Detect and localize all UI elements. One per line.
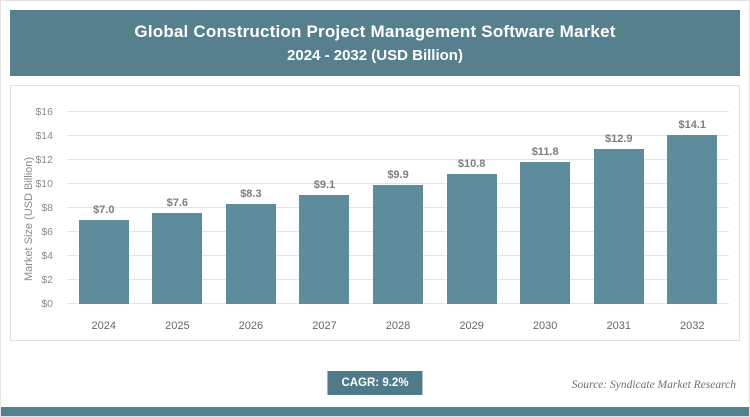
y-tick-label: $4 bbox=[41, 250, 53, 262]
bar-value-label: $9.1 bbox=[313, 178, 336, 191]
bar-column: $7.6 bbox=[141, 112, 215, 304]
bar bbox=[225, 204, 276, 304]
y-tick-label: $10 bbox=[35, 178, 53, 190]
bar-column: $7.0 bbox=[67, 112, 141, 304]
gridline bbox=[67, 111, 729, 112]
gridline bbox=[67, 183, 729, 184]
x-tick-labels: 2024 2025 2026 2027 2028 2029 2030 2031 2032 bbox=[67, 320, 729, 332]
bar-value-label: $7.6 bbox=[166, 196, 189, 209]
chart-area: Market Size (USD Billion) $0 $2 $4 $6 $8 $10 $… bbox=[10, 85, 740, 341]
chart-title-line1: Global Construction Project Management S… bbox=[134, 22, 616, 41]
bar-value-label: $12.9 bbox=[604, 133, 633, 146]
bar-column: $12.9 bbox=[582, 112, 656, 304]
bar bbox=[446, 174, 497, 304]
y-tick-label: $14 bbox=[35, 130, 53, 142]
bar bbox=[373, 185, 424, 304]
x-tick-label: 2029 bbox=[459, 320, 484, 332]
bar bbox=[593, 149, 644, 304]
bar-value-label: $10.8 bbox=[457, 158, 486, 171]
bottom-accent-strip bbox=[1, 407, 749, 416]
bar bbox=[299, 194, 350, 304]
bar-value-label: $11.8 bbox=[531, 146, 559, 159]
x-tick-label: 2027 bbox=[312, 320, 337, 332]
source-credit: Source: Syndicate Market Research bbox=[571, 379, 736, 391]
bar-column: $9.1 bbox=[288, 112, 362, 304]
bar-value-label: $14.1 bbox=[678, 118, 707, 131]
cagr-badge: CAGR: 9.2% bbox=[327, 371, 423, 395]
bar bbox=[667, 134, 718, 304]
title-banner: Global Construction Project Management S… bbox=[10, 10, 740, 76]
bar-column: $8.3 bbox=[214, 112, 288, 304]
bars: $7.0 $7.6 $8.3 $9.1 $9.9 $10.8 $11.8 $12.9 $14.1 bbox=[67, 112, 729, 304]
bar bbox=[152, 212, 203, 304]
bar-column: $10.8 bbox=[435, 112, 509, 304]
plot-area: $7.0 $7.6 $8.3 $9.1 $9.9 $10.8 $11.8 $12.9 $14.1 bbox=[67, 111, 729, 304]
bar-value-label: $7.0 bbox=[93, 204, 115, 216]
bar-value-label: $9.9 bbox=[387, 169, 409, 182]
x-tick-label: 2024 bbox=[91, 320, 117, 332]
x-tick-label: 2028 bbox=[385, 320, 411, 332]
x-tick-label: 2032 bbox=[680, 320, 705, 332]
y-tick-label: $8 bbox=[41, 202, 53, 214]
y-tick-labels: $0 $2 $4 $6 $8 $10 $12 $14 $16 bbox=[11, 106, 61, 310]
y-tick-label: $0 bbox=[41, 298, 53, 310]
x-tick-label: 2031 bbox=[606, 320, 631, 332]
gridline bbox=[67, 159, 729, 160]
bar-column: $14.1 bbox=[656, 112, 730, 304]
y-tick-label: $16 bbox=[35, 106, 53, 118]
x-tick-label: 2026 bbox=[238, 320, 264, 332]
x-tick-label: 2030 bbox=[532, 320, 558, 332]
gridline bbox=[67, 135, 729, 136]
y-tick-label: $12 bbox=[35, 154, 53, 166]
bar bbox=[78, 220, 129, 304]
chart-title-line2: 2024 - 2032 (USD Billion) bbox=[287, 47, 463, 64]
bar-column: $9.9 bbox=[361, 112, 435, 304]
x-tick-label: 2025 bbox=[165, 320, 190, 332]
y-tick-label: $6 bbox=[41, 226, 53, 238]
chart-footer: CAGR: 9.2% Source: Syndicate Market Rese… bbox=[10, 353, 740, 399]
bar-column: $11.8 bbox=[508, 112, 582, 304]
y-tick-label: $2 bbox=[41, 274, 53, 286]
bar-value-label: $8.3 bbox=[240, 188, 262, 201]
bar bbox=[520, 162, 571, 304]
